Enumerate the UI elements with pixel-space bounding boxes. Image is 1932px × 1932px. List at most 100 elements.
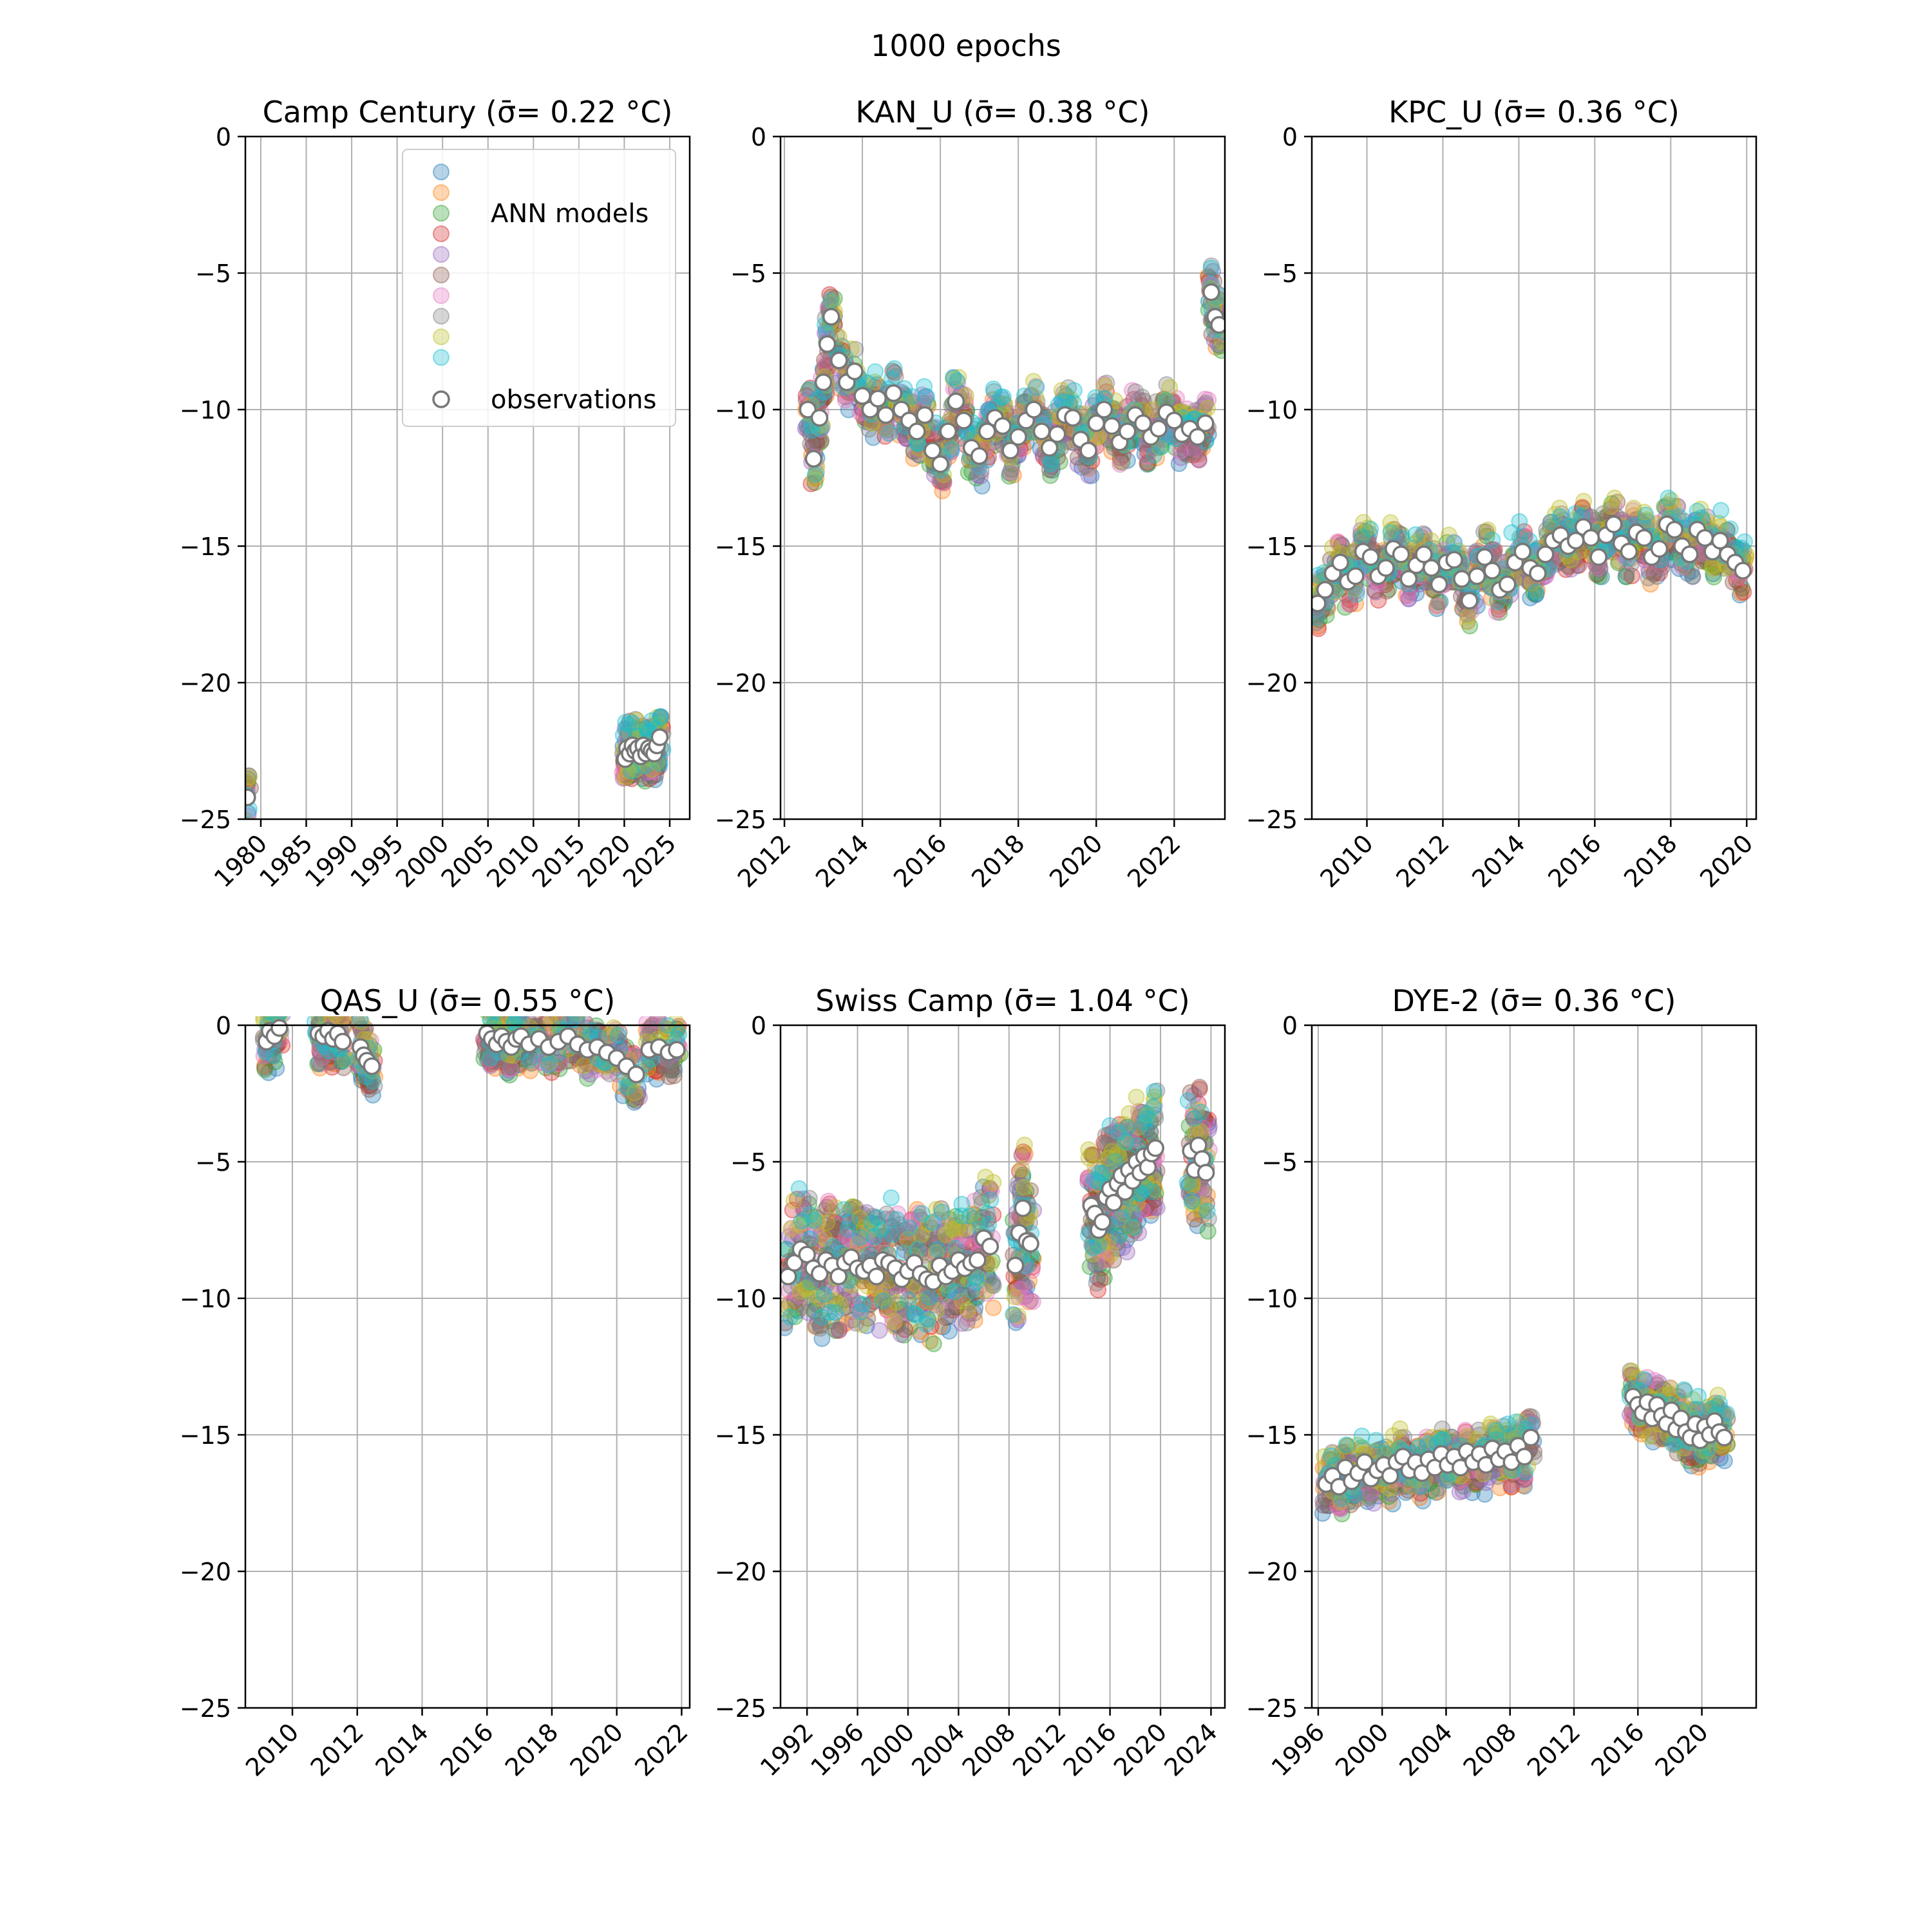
model-point: [1096, 1247, 1113, 1264]
model-point: [540, 1057, 557, 1074]
model-point: [1692, 500, 1709, 518]
model-point: [647, 1063, 665, 1080]
model-point: [571, 1056, 589, 1074]
model-point: [827, 1224, 844, 1242]
model-point: [823, 1284, 840, 1302]
model-point: [942, 444, 959, 461]
model-point: [649, 1016, 666, 1028]
model-point: [1143, 1202, 1160, 1220]
model-point: [1589, 565, 1607, 583]
model-point: [800, 1195, 818, 1213]
model-point: [1141, 1199, 1159, 1217]
model-point: [1119, 452, 1136, 469]
model-point: [608, 1029, 625, 1046]
observation-point: [1498, 575, 1517, 594]
data-marks: [1312, 489, 1755, 638]
model-point: [891, 1296, 908, 1313]
model-point: [965, 1305, 983, 1322]
model-point: [1126, 1219, 1143, 1236]
model-point: [1200, 1210, 1217, 1227]
model-point: [1329, 533, 1347, 550]
model-point: [1142, 1113, 1160, 1130]
model-point: [811, 1289, 828, 1307]
model-point: [475, 1050, 493, 1067]
model-point: [1099, 1150, 1117, 1167]
model-point: [1014, 1143, 1032, 1160]
model-point: [974, 477, 991, 495]
model-point: [1528, 585, 1545, 603]
model-point: [798, 1289, 815, 1306]
observation-point: [869, 390, 887, 408]
model-point: [1200, 391, 1217, 408]
model-point: [616, 769, 633, 786]
model-point: [577, 1016, 594, 1032]
data-marks: [797, 257, 1225, 500]
model-point: [1721, 520, 1739, 538]
model-point: [887, 1294, 905, 1311]
model-point: [1106, 1122, 1124, 1139]
model-point: [954, 1292, 971, 1309]
model-point: [1109, 1240, 1126, 1257]
model-point: [1021, 1273, 1038, 1290]
y-tick-label: −10: [715, 1285, 766, 1313]
model-point: [1416, 526, 1434, 544]
model-point: [1096, 1243, 1113, 1260]
model-point: [501, 1016, 518, 1033]
model-point: [804, 433, 822, 450]
model-point: [324, 1016, 333, 1018]
model-point: [1479, 521, 1497, 538]
model-point: [824, 1220, 842, 1238]
model-point: [1191, 1200, 1209, 1218]
model-point: [510, 1016, 527, 1023]
model-point: [835, 1291, 853, 1309]
model-point: [844, 1231, 862, 1249]
model-point: [890, 1227, 907, 1244]
model-point: [1385, 520, 1403, 538]
model-point: [266, 1053, 283, 1070]
model-point: [1194, 1110, 1211, 1127]
model-point: [892, 1228, 909, 1245]
model-point: [961, 1208, 979, 1225]
model-point: [925, 1335, 942, 1352]
model-point: [1146, 1083, 1163, 1100]
x-tick-label: 1996: [805, 1718, 869, 1782]
model-point: [500, 1059, 518, 1076]
observation-point: [867, 1267, 886, 1285]
model-point: [858, 1317, 875, 1334]
model-point: [1407, 526, 1425, 544]
model-point: [959, 1287, 976, 1305]
model-point: [1341, 591, 1358, 609]
model-point: [1400, 591, 1417, 608]
model-point: [945, 1294, 963, 1311]
x-tick-label: 2005: [436, 829, 500, 893]
model-point: [1196, 1111, 1213, 1128]
model-point: [850, 1220, 867, 1238]
model-point: [1648, 568, 1665, 585]
model-point: [1108, 1235, 1126, 1252]
observation-point: [1001, 441, 1019, 460]
model-point: [804, 1210, 822, 1227]
model-point: [1010, 1289, 1027, 1306]
model-point: [927, 1200, 945, 1218]
model-point: [898, 1305, 915, 1323]
model-point: [1408, 585, 1425, 602]
observation-point: [1312, 594, 1327, 612]
model-point: [936, 1236, 954, 1254]
model-point: [321, 1047, 339, 1065]
model-point: [806, 1303, 823, 1320]
model-point: [876, 1227, 893, 1244]
model-point: [960, 464, 977, 481]
model-point: [1562, 560, 1580, 578]
model-point: [786, 1293, 804, 1310]
model-point: [854, 1206, 871, 1223]
model-point: [1146, 446, 1163, 464]
model-point: [1177, 445, 1194, 462]
observation-point: [1331, 553, 1349, 572]
model-point: [827, 1218, 844, 1236]
observation-point: [1734, 562, 1752, 580]
model-point: [844, 1276, 861, 1294]
y-tick-label: −5: [730, 260, 766, 288]
model-point: [1053, 382, 1070, 399]
model-point: [896, 1231, 913, 1248]
